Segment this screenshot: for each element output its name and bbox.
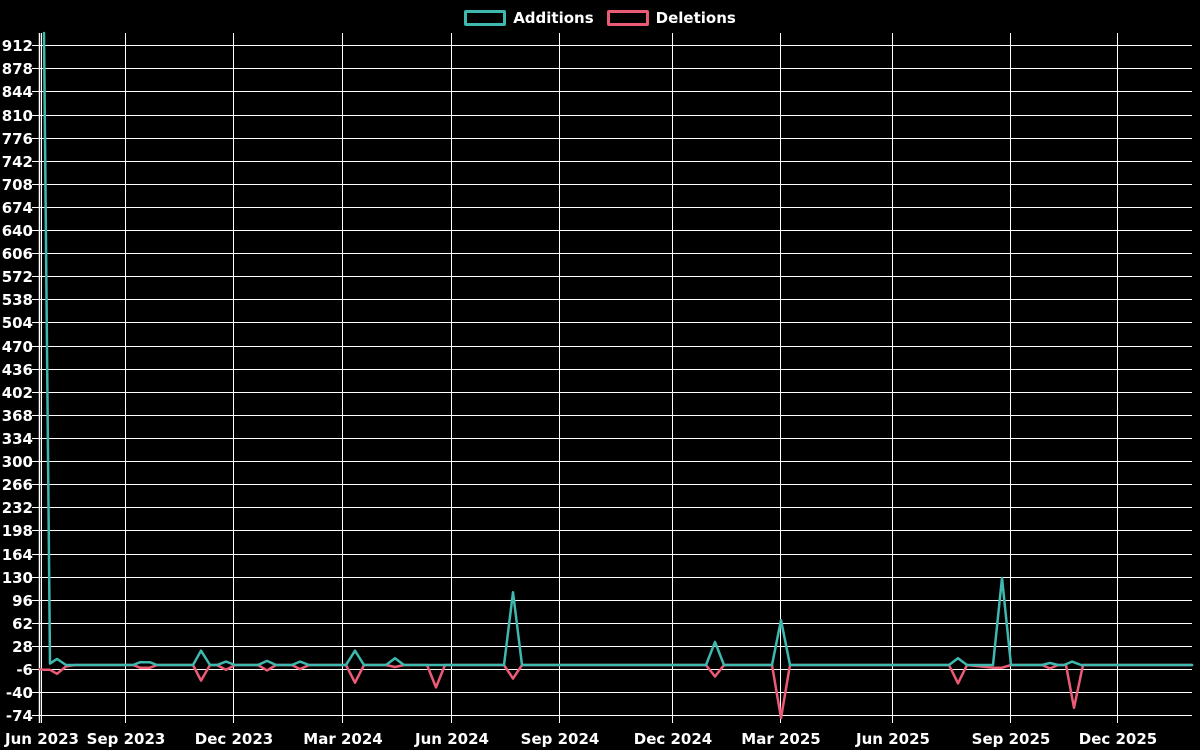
y-tick-label: 538 bbox=[2, 291, 33, 309]
legend-item-deletions[interactable]: Deletions bbox=[606, 8, 736, 27]
chart-legend: Additions Deletions bbox=[0, 7, 1200, 29]
y-tick-label: 470 bbox=[2, 338, 33, 356]
y-tick-label: 96 bbox=[12, 592, 33, 610]
y-tick-label: -40 bbox=[6, 684, 33, 702]
y-tick-label: 28 bbox=[12, 638, 33, 656]
y-tick-label: 640 bbox=[2, 222, 33, 240]
y-tick-label: 742 bbox=[2, 153, 33, 171]
y-axis-labels: 912 878 844 810 776 742 708 674 640 606 572 538 504 4… bbox=[2, 37, 33, 725]
y-tick-label: 266 bbox=[2, 476, 33, 494]
y-tick-label: 606 bbox=[2, 245, 33, 263]
y-tick-label: 62 bbox=[12, 615, 33, 633]
y-tick-label: -74 bbox=[6, 707, 33, 725]
y-tick-label: 402 bbox=[2, 384, 33, 402]
y-tick-label: 334 bbox=[2, 430, 33, 448]
x-tick-label: Dec 2025 bbox=[1079, 730, 1158, 748]
x-tick-label: Sep 2025 bbox=[972, 730, 1051, 748]
series-line-deletions bbox=[38, 663, 1194, 720]
deletions-swatch-icon bbox=[606, 10, 649, 26]
y-tick-label: 708 bbox=[2, 176, 33, 194]
y-tick-label: 674 bbox=[2, 199, 33, 217]
x-axis-labels: Jun 2023 Sep 2023 Dec 2023 Mar 2024 Jun 2024… bbox=[4, 730, 1157, 748]
y-tick-label: -6 bbox=[16, 661, 33, 679]
x-tick-label: Mar 2025 bbox=[741, 730, 820, 748]
legend-label-additions: Additions bbox=[513, 8, 594, 27]
v-gridlines bbox=[41, 33, 1118, 723]
y-tick-label: 844 bbox=[2, 83, 33, 101]
y-tick-label: 912 bbox=[2, 37, 33, 55]
x-tick-label: Jun 2023 bbox=[4, 730, 79, 748]
y-tick-label: 232 bbox=[2, 499, 33, 517]
y-tick-label: 130 bbox=[2, 569, 33, 587]
y-tick-label: 300 bbox=[2, 453, 33, 471]
y-tick-label: 878 bbox=[2, 60, 33, 78]
legend-item-additions[interactable]: Additions bbox=[464, 8, 594, 27]
y-tick-label: 504 bbox=[2, 314, 33, 332]
x-tick-label: Jun 2024 bbox=[414, 730, 489, 748]
y-tick-label: 436 bbox=[2, 361, 33, 379]
y-tick-label: 776 bbox=[2, 130, 33, 148]
x-tick-label: Sep 2023 bbox=[87, 730, 166, 748]
x-tick-label: Mar 2024 bbox=[303, 730, 382, 748]
additions-swatch-icon bbox=[464, 10, 507, 26]
x-tick-label: Dec 2024 bbox=[634, 730, 713, 748]
y-tick-label: 810 bbox=[2, 107, 33, 125]
y-tick-label: 198 bbox=[2, 522, 33, 540]
x-tick-label: Jun 2025 bbox=[855, 730, 930, 748]
y-tick-label: 572 bbox=[2, 268, 33, 286]
legend-label-deletions: Deletions bbox=[655, 8, 736, 27]
h-gridlines bbox=[32, 45, 1192, 716]
series-line-additions bbox=[42, 31, 1194, 667]
y-tick-label: 368 bbox=[2, 407, 33, 425]
x-tick-label: Sep 2024 bbox=[521, 730, 600, 748]
y-tick-label: 164 bbox=[2, 546, 33, 564]
x-tick-label: Dec 2023 bbox=[195, 730, 274, 748]
